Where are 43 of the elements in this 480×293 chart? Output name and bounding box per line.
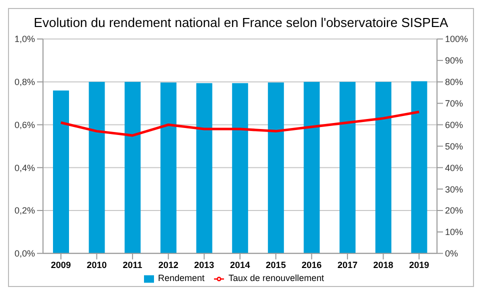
y2-tick-label: 0% <box>445 248 458 259</box>
y2-tick-label: 40% <box>445 162 464 173</box>
x-tick-label: 2010 <box>86 260 107 270</box>
bar <box>53 90 69 254</box>
y2-tick-label: 60% <box>445 120 464 130</box>
x-tick-label: 2015 <box>266 260 286 270</box>
x-tick-label: 2019 <box>409 260 430 270</box>
x-tick-label: 2013 <box>194 260 214 270</box>
chart-title: Evolution du rendement national en France selon l'observatoire SISPEA <box>32 14 450 32</box>
bar <box>304 82 320 254</box>
x-tick-label: 2017 <box>337 260 358 270</box>
legend-label: Taux de renouvellement <box>228 273 324 284</box>
legend-label: Rendement <box>158 273 204 284</box>
y2-tick-label: 100% <box>445 34 468 44</box>
bar <box>124 82 141 254</box>
y-tick-label: 0,2% <box>14 206 35 216</box>
y2-tick-label: 30% <box>445 184 464 194</box>
bar <box>411 81 428 254</box>
bar <box>196 83 212 254</box>
y-tick-label: 1,0% <box>14 34 35 44</box>
bar <box>232 83 248 254</box>
y2-tick-label: 50% <box>445 141 464 152</box>
y2-tick-label: 80% <box>445 77 464 88</box>
y2-tick-label: 70% <box>445 98 464 109</box>
y2-tick-label: 20% <box>445 206 464 216</box>
bar <box>375 82 392 254</box>
x-tick-label: 2011 <box>122 260 142 270</box>
y2-tick-label: 90% <box>445 56 464 66</box>
y2-tick-label: 10% <box>445 227 464 238</box>
line-series <box>60 110 420 137</box>
bar <box>160 82 176 254</box>
bar <box>340 82 356 254</box>
x-tick-label: 2014 <box>230 260 250 270</box>
x-tick-label: 2018 <box>373 260 394 270</box>
x-tick-label: 2009 <box>50 260 71 270</box>
y-tick-label: 0,6% <box>14 120 35 130</box>
y-tick-label: 0,0% <box>14 248 35 259</box>
bar <box>88 82 105 254</box>
bar <box>268 82 284 254</box>
y-tick-label: 0,4% <box>14 162 35 173</box>
y-tick-label: 0,8% <box>14 77 35 88</box>
x-tick-label: 2012 <box>158 260 178 270</box>
x-tick-label: 2016 <box>302 260 322 270</box>
